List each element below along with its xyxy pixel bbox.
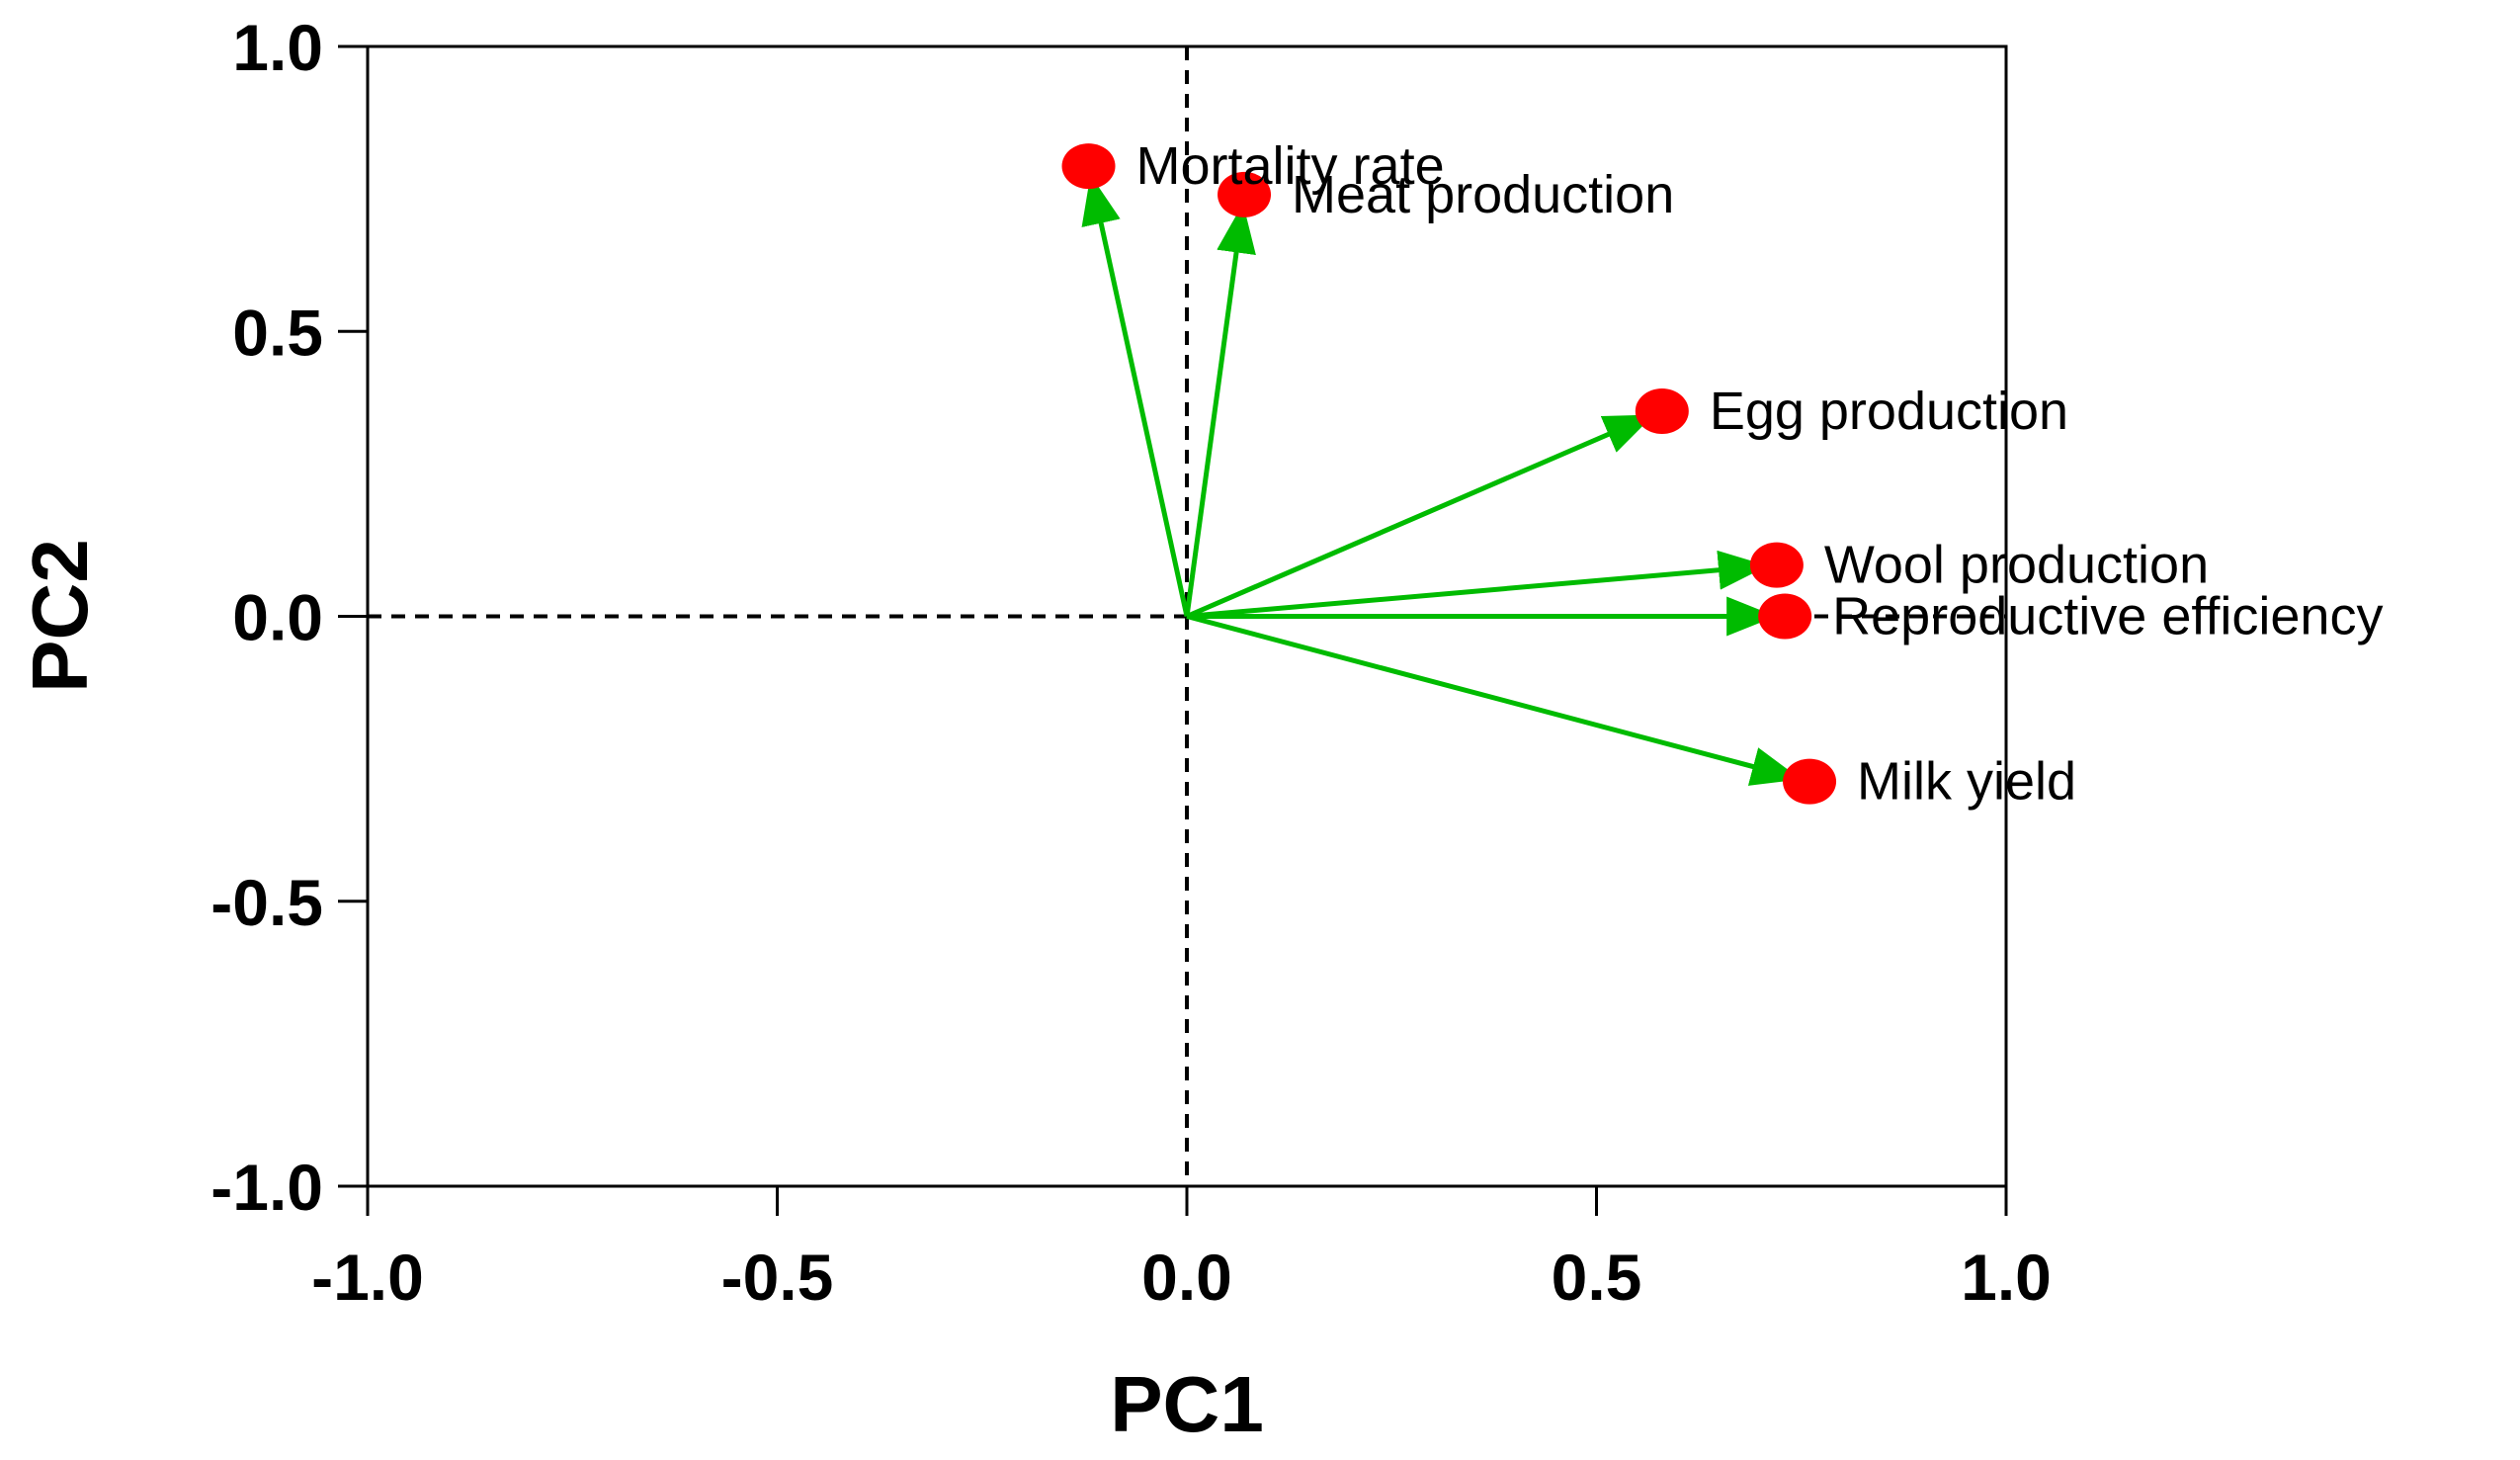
- x-axis-title: PC1: [1110, 1360, 1264, 1448]
- loading-point: [1061, 143, 1116, 190]
- y-tick-label: 1.0: [232, 11, 323, 84]
- loading-point: [1749, 542, 1804, 588]
- y-tick-label: -1.0: [210, 1151, 323, 1224]
- loading-arrow: [1186, 550, 1768, 619]
- loading-arrow: [1186, 614, 1802, 786]
- loading-point: [1218, 171, 1272, 217]
- loading-arrow: [1184, 203, 1256, 617]
- point-label: Reproductive efficiency: [1832, 587, 2383, 646]
- y-tick-label: 0.0: [232, 581, 323, 654]
- point-label: Wool production: [1824, 536, 2209, 595]
- y-tick-label: -0.5: [210, 866, 323, 939]
- x-tick-label: -1.0: [311, 1241, 424, 1314]
- loading-point: [1758, 593, 1812, 640]
- x-axis: -1.0 -0.5 0.0 0.5 1.0: [311, 1186, 2052, 1314]
- y-axis: 1.0 0.5 0.0 -0.5 -1.0: [210, 11, 368, 1224]
- x-tick-label: -0.5: [721, 1241, 834, 1314]
- y-axis-title: PC2: [16, 539, 104, 693]
- x-tick-label: 0.5: [1552, 1241, 1642, 1314]
- loading-point: [1783, 758, 1837, 805]
- point-label: Egg production: [1710, 382, 2068, 441]
- y-tick-label: 0.5: [232, 296, 323, 369]
- x-tick-label: 1.0: [1961, 1241, 2052, 1314]
- point-label: Mortality rate: [1136, 136, 1445, 196]
- loading-point: [1635, 387, 1689, 434]
- loading-arrows: [1081, 174, 1802, 786]
- loading-arrow: [1081, 174, 1190, 618]
- loading-arrow: [1186, 414, 1654, 619]
- point-label: Milk yield: [1857, 752, 2076, 812]
- x-tick-label: 0.0: [1141, 1241, 1232, 1314]
- loading-points: [1061, 143, 1837, 805]
- point-label: Meat production: [1292, 165, 1674, 224]
